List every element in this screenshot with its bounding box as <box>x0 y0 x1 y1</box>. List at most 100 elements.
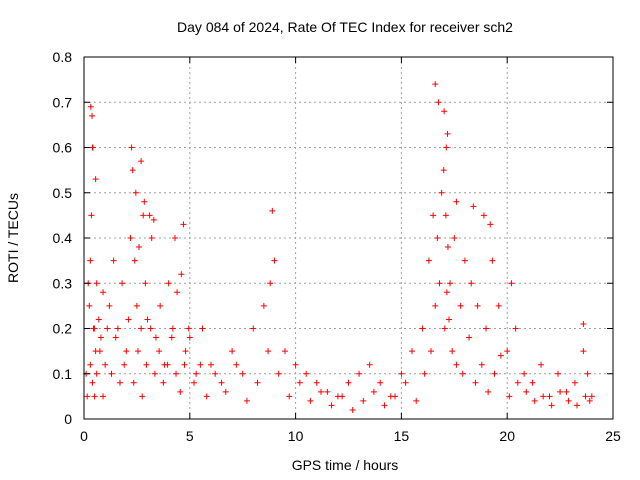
x-axis-label: GPS time / hours <box>292 457 399 473</box>
data-point <box>114 325 121 332</box>
data-point <box>222 388 229 395</box>
data-point <box>571 379 578 386</box>
data-point <box>548 402 555 409</box>
data-point <box>86 302 93 309</box>
data-point <box>531 397 538 404</box>
data-point <box>269 207 276 214</box>
data-point <box>449 348 456 355</box>
data-point <box>453 361 460 368</box>
data-point <box>546 393 553 400</box>
data-point <box>554 370 561 377</box>
data-point <box>470 203 477 210</box>
data-point <box>197 361 204 368</box>
data-point <box>193 370 200 377</box>
data-point <box>104 325 111 332</box>
data-point <box>514 379 521 386</box>
data-point <box>165 280 172 287</box>
data-point <box>116 379 123 386</box>
data-point <box>443 289 450 296</box>
data-point <box>474 302 481 309</box>
data-point <box>485 388 492 395</box>
data-point <box>377 379 384 386</box>
data-point <box>148 235 155 241</box>
data-point <box>497 352 504 359</box>
data-point <box>523 388 530 395</box>
data-point <box>144 316 151 323</box>
data-point <box>453 198 460 205</box>
data-point <box>140 212 147 219</box>
x-tick-label: 25 <box>605 428 621 444</box>
data-point <box>345 379 352 386</box>
data-point <box>425 257 432 264</box>
data-point <box>286 393 293 400</box>
data-point <box>521 370 528 377</box>
data-point <box>292 361 299 368</box>
data-point <box>100 289 107 296</box>
data-point <box>139 393 146 400</box>
data-point <box>239 370 246 377</box>
data-point <box>296 379 303 386</box>
data-point <box>130 379 137 386</box>
data-point <box>366 361 373 368</box>
data-point <box>392 393 399 400</box>
data-point <box>121 361 128 368</box>
data-point <box>147 325 154 332</box>
data-point <box>381 402 388 409</box>
data-point <box>430 212 437 219</box>
data-point <box>128 144 135 151</box>
data-point <box>303 370 310 377</box>
data-point <box>112 334 119 341</box>
data-point <box>212 370 219 377</box>
data-point <box>459 370 466 377</box>
data-point <box>91 393 98 400</box>
data-point <box>138 325 145 332</box>
data-point <box>565 397 572 404</box>
data-point <box>164 361 171 368</box>
x-tick-label: 15 <box>394 428 410 444</box>
data-point <box>180 221 187 228</box>
data-point <box>307 397 314 404</box>
data-point <box>136 244 143 251</box>
data-point <box>138 158 145 165</box>
data-point <box>487 221 494 228</box>
data-point <box>440 167 447 174</box>
data-point <box>171 235 178 241</box>
data-point <box>508 280 515 287</box>
x-tick-label: 5 <box>186 428 194 444</box>
data-point <box>132 189 139 196</box>
data-point <box>152 334 159 341</box>
data-point <box>123 348 130 355</box>
data-point <box>275 370 282 377</box>
data-point <box>419 325 426 332</box>
data-point <box>84 393 91 400</box>
data-point <box>89 112 96 119</box>
data-point <box>186 334 193 341</box>
data-point <box>356 370 363 377</box>
x-tick-label: 20 <box>499 428 515 444</box>
data-point <box>483 325 490 332</box>
data-point <box>428 348 435 355</box>
data-point <box>267 280 274 287</box>
data-point <box>146 212 153 219</box>
data-point <box>156 348 163 355</box>
data-point <box>207 361 214 368</box>
y-tick-label: 0.3 <box>53 275 73 291</box>
axis-ticks: 0 5 10 15 20 25 0 0.1 0.2 0.3 0.4 0.5 0.6 0.7 0.8 <box>53 49 621 444</box>
data-point <box>444 244 451 251</box>
data-point <box>157 302 164 309</box>
data-point <box>218 379 225 386</box>
data-point <box>580 348 587 355</box>
data-point <box>584 370 591 377</box>
y-axis-label: ROTI / TECUs <box>5 193 21 283</box>
data-point <box>178 271 185 278</box>
data-point <box>538 361 545 368</box>
data-point <box>174 289 181 296</box>
data-point <box>271 257 278 264</box>
data-point <box>582 393 589 400</box>
data-point <box>444 130 451 137</box>
data-point <box>512 325 519 332</box>
y-tick-label: 0.4 <box>53 230 73 246</box>
data-point <box>408 348 415 355</box>
data-point <box>141 198 148 205</box>
data-point <box>563 388 570 395</box>
